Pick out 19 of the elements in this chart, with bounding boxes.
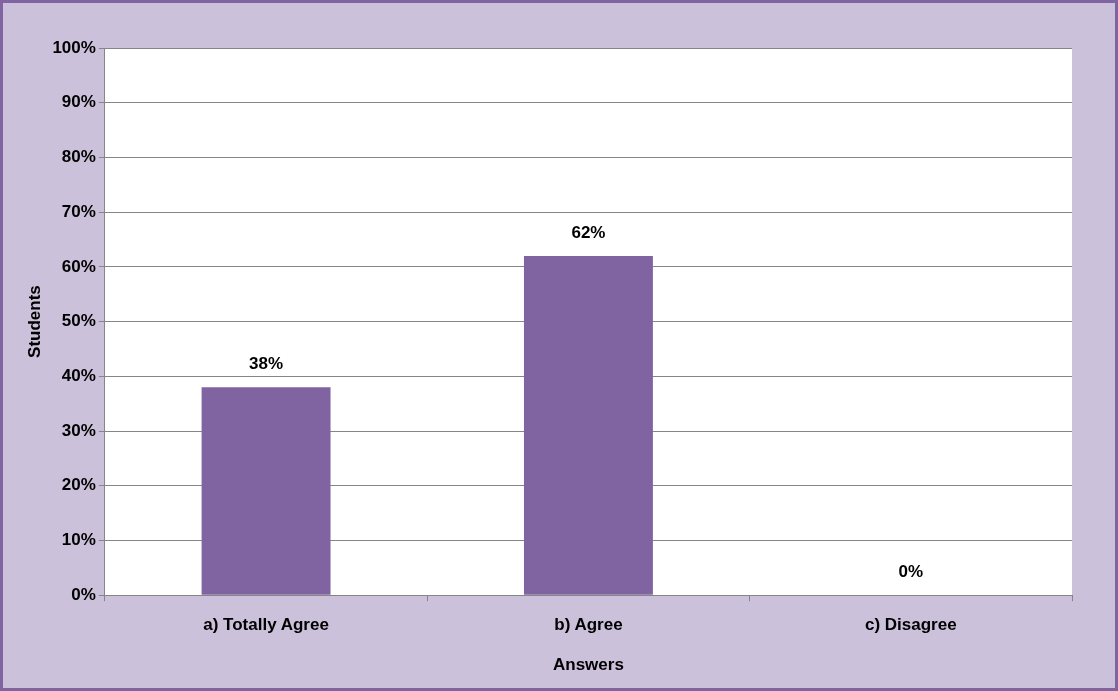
x-axis-title: Answers — [553, 655, 624, 675]
x-tick-label: c) Disagree — [864, 615, 957, 635]
data-label: 0% — [898, 562, 924, 582]
y-tick-label: 90% — [61, 92, 96, 112]
data-label: 62% — [571, 223, 606, 243]
y-tick-label: 10% — [61, 530, 96, 550]
y-axis-title: Students — [24, 285, 44, 358]
y-tick-label: 60% — [61, 256, 96, 276]
y-tick-label: 80% — [61, 147, 96, 167]
y-tick-label: 20% — [61, 475, 96, 495]
y-tick-label: 0% — [71, 584, 96, 604]
x-tick-label: b) Agree — [554, 615, 623, 635]
data-label: 38% — [249, 354, 284, 374]
y-tick-label: 100% — [52, 37, 96, 57]
y-tick-label: 70% — [61, 201, 96, 221]
x-tick-label: a) Totally Agree — [203, 615, 329, 635]
y-tick-label: 30% — [61, 420, 96, 440]
y-tick-label: 50% — [61, 311, 96, 331]
y-tick-label: 40% — [61, 366, 96, 386]
